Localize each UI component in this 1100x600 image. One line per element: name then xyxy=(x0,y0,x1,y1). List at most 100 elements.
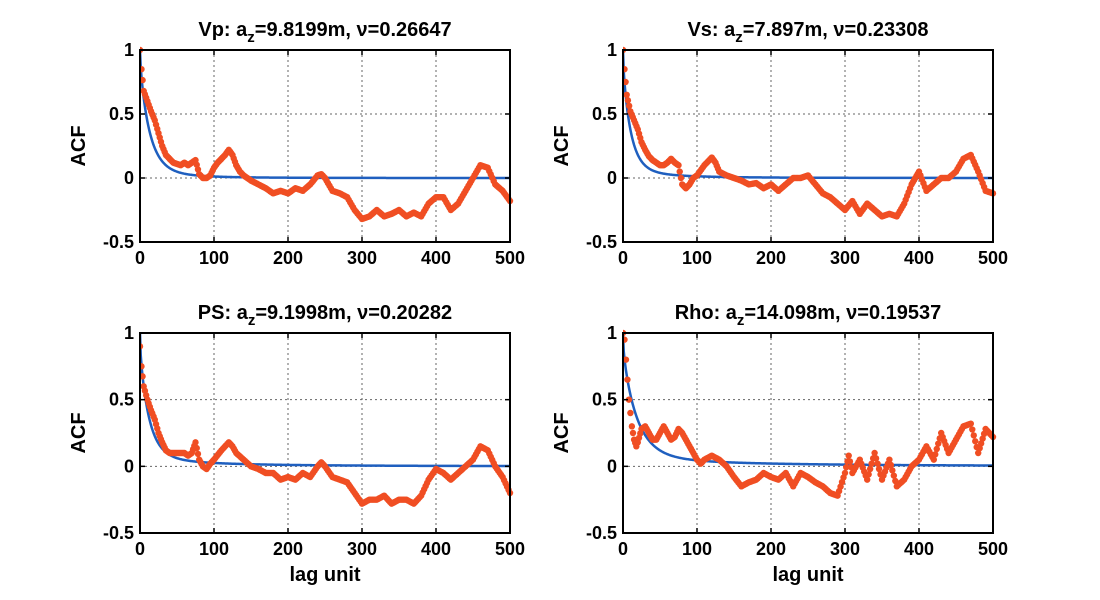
data-point xyxy=(845,452,852,459)
plot-area xyxy=(140,46,514,223)
y-tick-label: 0.5 xyxy=(592,390,617,410)
data-point xyxy=(623,336,628,343)
x-tick-label: 0 xyxy=(618,539,628,559)
y-axis-label: ACF xyxy=(68,412,90,453)
chart-title: Rho: az=14.098m, ν=0.19537 xyxy=(675,302,942,329)
data-point xyxy=(625,396,633,403)
data-point xyxy=(979,435,986,442)
data-point xyxy=(935,440,942,447)
y-tick-label: 0.5 xyxy=(592,104,617,124)
plot-area xyxy=(623,46,997,220)
y-tick-label: 1 xyxy=(607,40,617,60)
data-point xyxy=(865,471,872,478)
data-point xyxy=(969,426,976,433)
chart-title: Vs: az=7.897m, ν=0.23308 xyxy=(687,19,928,46)
data-point xyxy=(627,409,634,417)
data-point xyxy=(629,429,637,437)
y-tick-label: -0.5 xyxy=(103,523,134,543)
data-point xyxy=(624,376,631,383)
data-point xyxy=(933,445,940,453)
data-point xyxy=(932,451,939,458)
data-point xyxy=(140,76,146,84)
data-point xyxy=(972,438,979,445)
x-tick-label: 0 xyxy=(618,248,628,268)
chart-title: Vp: az=9.8199m, ν=0.26647 xyxy=(198,19,451,46)
data-point xyxy=(193,444,200,452)
data-point xyxy=(868,460,875,467)
y-tick-label: -0.5 xyxy=(586,523,617,543)
x-tick-label: 200 xyxy=(273,539,303,559)
data-point xyxy=(623,356,630,363)
data-point xyxy=(625,102,633,110)
data-point xyxy=(843,464,850,471)
x-tick-label: 500 xyxy=(978,539,1008,559)
data-point xyxy=(970,432,977,439)
data-point xyxy=(623,91,630,99)
y-tick-label: 1 xyxy=(124,323,134,343)
data-point xyxy=(890,472,898,479)
data-point xyxy=(628,423,636,430)
data-point xyxy=(140,66,145,73)
y-tick-label: 0 xyxy=(607,456,617,476)
plot-area xyxy=(140,332,514,507)
data-point xyxy=(871,449,878,457)
axes-frame xyxy=(139,49,511,243)
y-tick-label: 0.5 xyxy=(109,390,134,410)
axes-frame xyxy=(622,49,994,243)
x-tick-label: 300 xyxy=(830,248,860,268)
x-tick-label: 0 xyxy=(135,248,145,268)
x-tick-label: 0 xyxy=(135,539,145,559)
data-point xyxy=(676,168,683,175)
data-point xyxy=(194,450,202,458)
y-tick-label: 0 xyxy=(124,456,134,476)
x-tick-label: 400 xyxy=(904,248,934,268)
data-point xyxy=(675,162,682,169)
y-tick-label: 0.5 xyxy=(109,104,134,124)
x-tick-label: 400 xyxy=(904,539,934,559)
x-tick-label: 300 xyxy=(830,539,860,559)
x-tick-label: 200 xyxy=(273,248,303,268)
data-point xyxy=(930,456,937,463)
data-point xyxy=(192,439,199,446)
data-point xyxy=(623,66,628,73)
data-point xyxy=(864,476,871,483)
chart-title: PS: az=9.1998m, ν=0.20282 xyxy=(198,302,452,329)
data-point xyxy=(872,455,880,462)
axes-frame xyxy=(139,332,511,534)
data-point xyxy=(889,467,896,474)
data-point xyxy=(624,97,632,104)
data-point xyxy=(875,465,883,473)
x-tick-label: 300 xyxy=(347,248,377,268)
data-point xyxy=(886,456,893,463)
x-axis-label: lag unit xyxy=(772,564,843,586)
y-axis-label: ACF xyxy=(551,125,573,166)
y-tick-label: -0.5 xyxy=(586,232,617,252)
y-tick-label: 1 xyxy=(607,323,617,343)
x-tick-label: 100 xyxy=(682,248,712,268)
data-point xyxy=(967,420,974,427)
x-tick-label: 200 xyxy=(756,248,786,268)
x-tick-label: 500 xyxy=(495,539,525,559)
x-tick-label: 400 xyxy=(421,539,451,559)
data-point xyxy=(975,449,982,457)
data-point xyxy=(976,445,983,452)
y-tick-label: 0 xyxy=(124,168,134,188)
data-point xyxy=(623,78,629,86)
x-tick-label: 500 xyxy=(978,248,1008,268)
data-point xyxy=(887,461,895,469)
y-tick-label: 0 xyxy=(607,168,617,188)
x-tick-label: 300 xyxy=(347,539,377,559)
data-point xyxy=(866,465,874,473)
x-tick-label: 100 xyxy=(199,539,229,559)
data-point xyxy=(846,458,854,465)
data-point xyxy=(140,373,146,380)
data-point xyxy=(977,440,985,447)
fit-curve xyxy=(623,332,994,467)
y-axis-label: ACF xyxy=(68,125,90,166)
y-tick-label: -0.5 xyxy=(103,232,134,252)
